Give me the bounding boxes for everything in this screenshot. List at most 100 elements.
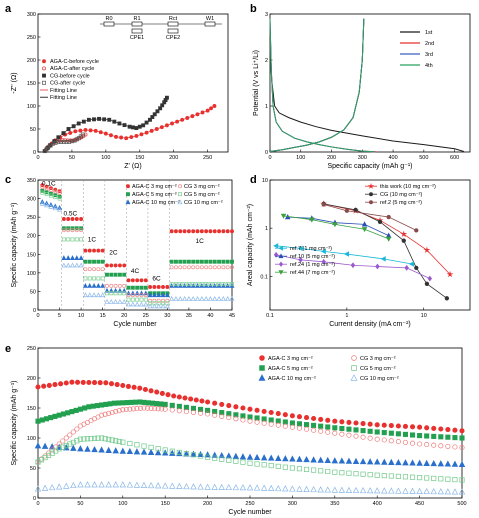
data-point — [114, 134, 118, 139]
data-point — [353, 471, 359, 477]
data-point — [120, 439, 126, 445]
data-point — [217, 259, 222, 264]
data-point — [195, 229, 200, 234]
data-point — [424, 433, 430, 439]
data-point — [282, 464, 288, 470]
data-point — [178, 265, 183, 270]
data-point — [230, 229, 234, 234]
x-axis-label: Cycle number — [113, 321, 157, 328]
data-point — [79, 217, 84, 221]
plot-frame — [37, 179, 233, 311]
data-point — [139, 285, 144, 290]
data-point — [174, 259, 178, 264]
legend-entry: AGA-C 10 mg cm⁻² — [268, 376, 316, 382]
data-point — [296, 485, 303, 492]
data-point — [317, 486, 324, 493]
data-point — [359, 457, 367, 465]
data-point — [96, 259, 101, 264]
data-point — [159, 125, 164, 130]
data-point — [56, 446, 62, 452]
data-point — [197, 450, 204, 458]
y-axis-label: Specific capacity (mAh g⁻¹) — [11, 381, 18, 466]
data-point — [451, 460, 459, 467]
data-point — [317, 456, 324, 463]
data-point — [103, 380, 109, 386]
data-point — [346, 470, 352, 476]
data-point — [109, 272, 114, 277]
data-point — [119, 447, 127, 454]
data-point — [190, 452, 197, 458]
data-point — [91, 445, 98, 453]
data-point — [183, 482, 190, 490]
data-point — [134, 442, 140, 448]
data-point — [205, 411, 211, 417]
data-point — [359, 486, 367, 494]
legend-marker — [278, 261, 284, 267]
data-point — [444, 460, 452, 467]
data-point — [310, 456, 317, 463]
data-point — [204, 451, 211, 458]
data-point — [105, 446, 112, 453]
data-point — [225, 282, 230, 286]
data-point — [169, 402, 175, 408]
series-line — [283, 215, 389, 240]
data-point — [205, 454, 211, 460]
data-point — [122, 291, 127, 296]
data-point — [176, 449, 182, 455]
data-point — [64, 139, 69, 144]
data-point — [253, 484, 261, 491]
data-point — [209, 106, 213, 111]
series-ref-24-1-mg-cm- — [273, 251, 433, 282]
data-point — [261, 416, 267, 422]
data-point — [35, 418, 41, 424]
data-point — [155, 109, 160, 114]
legend-entry: CG 10 mg cm⁻² — [360, 376, 399, 382]
data-point — [154, 401, 160, 407]
data-point — [63, 435, 69, 441]
data-point — [350, 262, 356, 269]
data-point — [73, 129, 78, 134]
data-point — [247, 460, 253, 466]
data-point — [325, 417, 331, 423]
data-point — [116, 408, 122, 414]
data-point — [199, 398, 205, 404]
data-point — [126, 481, 134, 488]
data-point — [154, 482, 162, 489]
data-point — [353, 420, 359, 426]
data-point — [122, 283, 127, 288]
y-tick-label: 50 — [30, 289, 36, 295]
data-point — [303, 485, 310, 492]
data-point — [61, 255, 67, 260]
data-point — [87, 259, 92, 264]
data-point — [191, 259, 196, 264]
series-ref-2-5-mg-cm- — [321, 202, 419, 233]
data-point — [120, 400, 126, 406]
panel-label: e — [5, 343, 11, 355]
data-point — [91, 380, 98, 386]
y-tick-label: 200 — [27, 376, 36, 382]
data-point — [289, 455, 296, 462]
legend-entry: AGA-C 3 mg cm⁻² — [132, 184, 177, 190]
data-point — [360, 471, 366, 477]
data-point — [98, 446, 105, 453]
data-point — [41, 484, 49, 491]
data-point — [72, 138, 77, 143]
data-point — [186, 265, 191, 270]
data-point — [100, 292, 106, 298]
data-point — [80, 379, 86, 385]
data-point — [175, 119, 180, 124]
series-1st — [269, 18, 464, 153]
data-point — [154, 449, 162, 456]
x-tick-label: 45 — [229, 313, 235, 319]
data-point — [430, 487, 437, 495]
x-tick-label: 400 — [388, 155, 397, 161]
data-point — [98, 130, 103, 135]
series-cg-3-mg-cm- — [40, 185, 234, 303]
data-point — [212, 455, 218, 461]
data-point — [344, 208, 350, 213]
data-point — [199, 229, 204, 234]
data-point — [366, 458, 374, 465]
data-point — [253, 453, 261, 461]
data-point — [99, 412, 105, 418]
